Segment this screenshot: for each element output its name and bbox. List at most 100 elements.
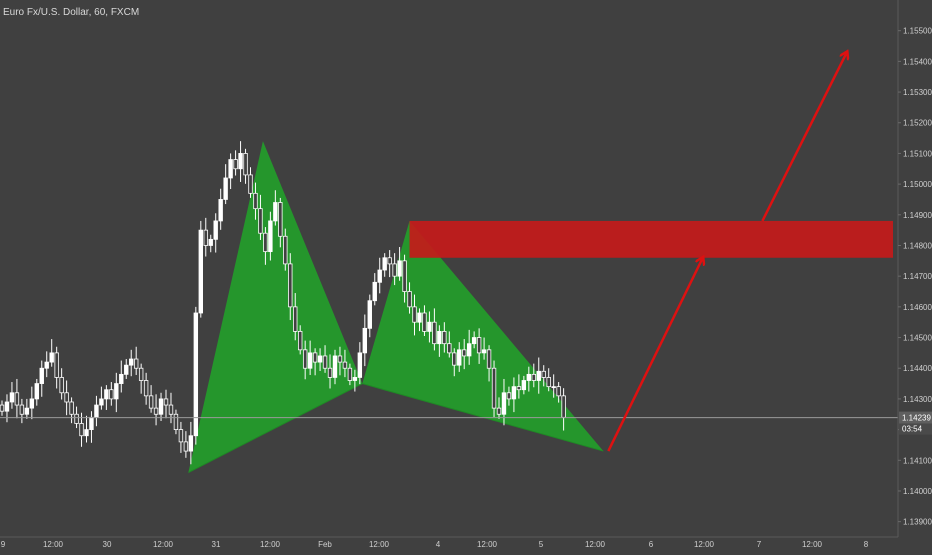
candle-body <box>238 153 243 170</box>
candle-body <box>471 337 477 345</box>
x-tick-label: 9 <box>1 540 6 549</box>
y-tick-label: 1.15300 <box>903 88 932 97</box>
candle-body <box>457 349 462 366</box>
x-tick-label: 12:00 <box>43 540 64 549</box>
candle-body <box>546 377 551 388</box>
candle-body <box>253 192 258 210</box>
candle-body <box>193 312 199 437</box>
candle-body <box>551 386 556 389</box>
candle-body <box>327 367 333 378</box>
pattern-triangle-bcd <box>362 220 604 452</box>
y-tick-label: 1.15200 <box>903 119 932 128</box>
candle-body <box>168 404 174 415</box>
candle-body <box>337 355 343 363</box>
candle-body <box>114 383 119 400</box>
x-tick-label: 12:00 <box>585 540 606 549</box>
candle-body <box>278 202 283 237</box>
candle-body <box>526 373 532 381</box>
candle-body <box>387 257 392 265</box>
y-tick-label: 1.15500 <box>903 27 932 36</box>
candle-body <box>531 373 536 381</box>
x-tick-label: Feb <box>318 540 332 549</box>
candle-body <box>392 263 397 277</box>
last-price-badge[interactable]: 1.14239 03:54 <box>899 411 932 435</box>
candle-body <box>233 159 238 170</box>
candle-body <box>432 321 437 345</box>
candle-body <box>556 386 561 397</box>
x-tick-label: 30 <box>103 540 112 549</box>
y-tick-label: 1.14000 <box>903 487 932 496</box>
y-tick-label: 1.14400 <box>903 364 932 373</box>
candle-body <box>293 306 298 332</box>
candle-body <box>377 269 382 283</box>
x-tick-label: 6 <box>649 540 654 549</box>
x-tick-label: 12:00 <box>694 540 715 549</box>
y-tick-label: 1.14800 <box>903 241 932 250</box>
candle-body <box>29 398 35 409</box>
y-tick-label: 1.14500 <box>903 334 932 343</box>
harmonic-pattern <box>188 141 604 474</box>
resistance-zone <box>409 220 893 258</box>
candle-body <box>109 389 114 400</box>
projection-arrow-2 <box>761 52 846 222</box>
candles <box>0 141 566 465</box>
candle-body <box>273 202 278 222</box>
candle-body <box>536 370 541 381</box>
candle-body <box>178 429 184 443</box>
pattern-xbd-line <box>188 383 604 474</box>
x-tick-label: 12:00 <box>802 540 823 549</box>
candle-body <box>243 153 248 176</box>
countdown-box <box>899 423 932 435</box>
candle-body <box>64 392 69 403</box>
candle-body <box>347 367 353 381</box>
candle-body <box>412 306 417 323</box>
candle-body <box>49 352 54 363</box>
x-tick-label: 7 <box>757 540 762 549</box>
candle-body <box>352 377 358 381</box>
x-tick-label: 4 <box>436 540 441 549</box>
candle-body <box>223 177 228 200</box>
symbol-title: Euro Fx/U.S. Dollar, 60, FXCM <box>3 7 139 18</box>
candle-body <box>59 377 64 394</box>
candle-body <box>148 395 154 409</box>
candle-body <box>491 367 497 409</box>
time-axis: 9 12:00 30 12:00 31 12:00 Feb 12:00 4 12:00 5 12:00… <box>1 540 869 549</box>
y-tick-label: 1.13900 <box>903 518 932 527</box>
candle-body <box>129 358 134 366</box>
candle-body <box>307 352 313 369</box>
candle-body <box>213 220 218 240</box>
candle-body <box>54 352 59 378</box>
candle-body <box>442 331 447 345</box>
projection-arrows <box>607 52 847 452</box>
candle-body <box>511 386 517 400</box>
candle-body <box>228 159 233 179</box>
candle-body <box>158 398 164 415</box>
candle-body <box>452 352 457 366</box>
candle-body <box>44 361 49 369</box>
candle-body <box>153 407 159 415</box>
x-tick-label: 5 <box>539 540 544 549</box>
candle-body <box>34 383 39 400</box>
candle-body <box>198 229 203 314</box>
last-price-box <box>899 411 932 424</box>
candle-body <box>188 435 194 452</box>
candle-body <box>397 260 402 277</box>
candle-body <box>437 331 442 345</box>
candle-body <box>14 392 20 406</box>
candle-body <box>218 199 223 222</box>
pattern-triangle-xab <box>188 141 363 473</box>
candle-body <box>283 235 288 265</box>
candle-body <box>332 355 338 378</box>
y-tick-label: 1.15400 <box>903 57 932 66</box>
candle-body <box>322 355 328 369</box>
candle-body <box>24 407 30 415</box>
candle-body <box>163 398 169 406</box>
candle-body <box>481 349 487 354</box>
candle-body <box>133 358 139 369</box>
candle-body <box>69 401 74 415</box>
last-price-label: 1.14239 <box>902 414 931 423</box>
candle-body <box>138 367 144 381</box>
candle-body <box>362 327 368 354</box>
